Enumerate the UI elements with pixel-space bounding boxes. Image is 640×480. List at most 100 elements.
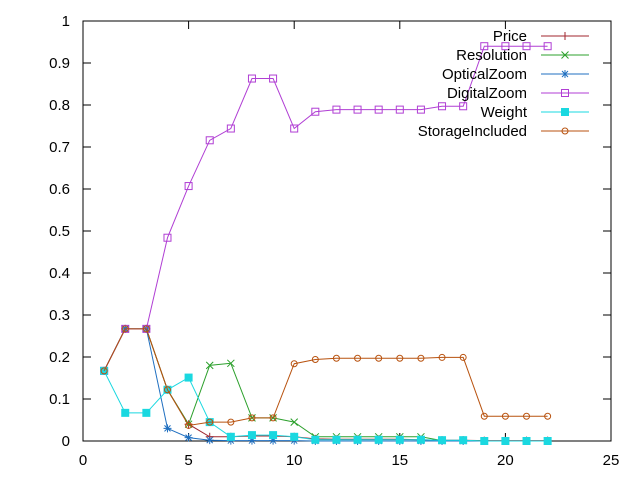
data-point-opticalzoom bbox=[205, 436, 214, 445]
x-tick-label: 15 bbox=[391, 452, 408, 469]
legend-marker-price bbox=[561, 32, 569, 40]
y-tick-label: 0 bbox=[62, 433, 70, 450]
data-point-storageincluded bbox=[459, 353, 467, 361]
data-point-digitalzoom bbox=[416, 105, 425, 114]
y-tick-label: 0.8 bbox=[49, 97, 70, 114]
y-tick-label: 1 bbox=[62, 13, 70, 30]
data-point-storageincluded bbox=[185, 421, 193, 429]
data-point-digitalzoom bbox=[226, 124, 235, 133]
data-point-digitalzoom bbox=[395, 105, 404, 114]
data-point-digitalzoom bbox=[311, 107, 320, 116]
y-tick-label: 0.2 bbox=[49, 349, 70, 366]
data-point-storageincluded bbox=[163, 386, 171, 394]
legend-item-resolution: Resolution bbox=[456, 47, 589, 64]
x-tick-label: 5 bbox=[184, 452, 192, 469]
series-line-storageincluded bbox=[103, 328, 548, 427]
legend-label-weight: Weight bbox=[481, 104, 528, 121]
legend-label-price: Price bbox=[493, 28, 527, 45]
data-point-digitalzoom bbox=[543, 42, 552, 51]
data-point-digitalzoom bbox=[438, 102, 447, 111]
data-point-weight bbox=[480, 437, 489, 445]
data-point-storageincluded bbox=[248, 414, 256, 422]
data-point-digitalzoom bbox=[163, 233, 172, 242]
data-point-digitalzoom bbox=[205, 136, 214, 145]
data-point-weight bbox=[374, 435, 383, 444]
data-point-storageincluded bbox=[142, 325, 150, 333]
data-point-weight bbox=[543, 437, 552, 445]
legend-marker-digitalzoom bbox=[561, 89, 569, 97]
series-line-digitalzoom bbox=[103, 45, 548, 372]
data-point-storageincluded bbox=[417, 354, 425, 362]
data-point-weight bbox=[247, 431, 256, 440]
series-line-weight bbox=[103, 370, 548, 442]
data-point-resolution bbox=[226, 359, 235, 368]
data-point-storageincluded bbox=[354, 354, 362, 362]
legend-label-resolution: Resolution bbox=[456, 47, 527, 64]
data-point-digitalzoom bbox=[459, 102, 468, 111]
data-point-storageincluded bbox=[227, 418, 235, 426]
legend-marker-storageincluded bbox=[561, 127, 569, 135]
data-point-digitalzoom bbox=[480, 42, 489, 51]
legend-label-opticalzoom: OpticalZoom bbox=[442, 66, 527, 83]
legend-item-price: Price bbox=[493, 28, 589, 45]
data-point-weight bbox=[226, 432, 235, 441]
legend-item-weight: Weight bbox=[481, 104, 589, 121]
series-storageincluded bbox=[100, 325, 552, 429]
data-point-digitalzoom bbox=[247, 74, 256, 83]
legend-marker-resolution bbox=[561, 51, 569, 59]
series-line-price bbox=[103, 328, 548, 442]
data-point-storageincluded bbox=[480, 412, 488, 420]
data-point-storageincluded bbox=[332, 354, 340, 362]
data-point-storageincluded bbox=[100, 367, 108, 375]
data-point-weight bbox=[501, 437, 510, 445]
data-point-opticalzoom bbox=[247, 436, 256, 445]
y-tick-label: 0.9 bbox=[49, 55, 70, 72]
data-point-storageincluded bbox=[290, 360, 298, 368]
data-point-weight bbox=[459, 436, 468, 445]
data-point-opticalzoom bbox=[269, 436, 278, 445]
data-point-weight bbox=[332, 435, 341, 444]
data-point-weight bbox=[121, 408, 130, 417]
plot-frame bbox=[82, 20, 612, 442]
data-point-storageincluded bbox=[523, 412, 531, 420]
legend: Price Resolution OpticalZoom DigitalZoom Wei… bbox=[418, 28, 589, 140]
data-point-opticalzoom bbox=[163, 424, 172, 433]
data-point-weight bbox=[416, 435, 425, 444]
data-point-storageincluded bbox=[438, 353, 446, 361]
data-point-resolution bbox=[205, 361, 214, 370]
legend-marker-opticalzoom bbox=[561, 70, 569, 78]
y-tick-label: 0.4 bbox=[49, 265, 70, 282]
data-point-weight bbox=[184, 373, 193, 382]
data-point-resolution bbox=[290, 418, 299, 426]
series-line-opticalzoom bbox=[103, 328, 548, 442]
legend-label-digitalzoom: DigitalZoom bbox=[447, 85, 527, 102]
y-tick-label: 0.1 bbox=[49, 391, 70, 408]
data-point-storageincluded bbox=[501, 412, 509, 420]
data-point-storageincluded bbox=[396, 354, 404, 362]
data-point-weight bbox=[290, 432, 299, 441]
data-point-digitalzoom bbox=[353, 105, 362, 114]
data-point-digitalzoom bbox=[184, 182, 193, 191]
series-weight bbox=[100, 366, 552, 445]
data-point-digitalzoom bbox=[332, 105, 341, 114]
series-resolution bbox=[100, 325, 552, 445]
data-point-weight bbox=[269, 431, 278, 440]
data-point-digitalzoom bbox=[290, 124, 299, 133]
data-point-weight bbox=[311, 435, 320, 444]
data-point-weight bbox=[142, 408, 151, 417]
data-point-weight bbox=[438, 436, 447, 445]
legend-marker-weight bbox=[561, 108, 569, 116]
series-layer bbox=[100, 42, 552, 445]
series-opticalzoom bbox=[100, 324, 552, 445]
data-point-digitalzoom bbox=[522, 42, 531, 51]
x-tick-label: 0 bbox=[79, 452, 87, 469]
series-line-resolution bbox=[103, 328, 548, 442]
legend-item-opticalzoom: OpticalZoom bbox=[442, 66, 589, 83]
data-point-opticalzoom bbox=[184, 433, 193, 442]
data-point-storageincluded bbox=[121, 325, 129, 333]
y-tick-label: 0.6 bbox=[49, 181, 70, 198]
data-point-weight bbox=[522, 437, 531, 445]
data-point-weight bbox=[395, 435, 404, 444]
data-point-storageincluded bbox=[206, 418, 214, 426]
